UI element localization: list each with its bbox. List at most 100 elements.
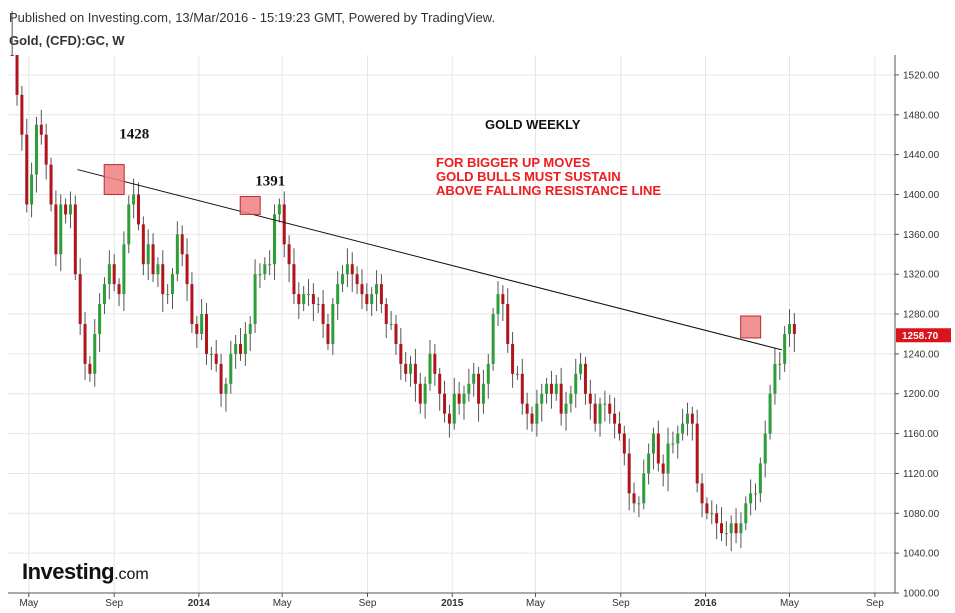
- candle-up: [685, 413, 689, 424]
- published-info: Published on Investing.com, 13/Mar/2016 …: [9, 10, 496, 25]
- y-tick-label: 1480.00: [903, 110, 940, 121]
- candle-down: [549, 383, 553, 394]
- candle-down: [73, 204, 77, 275]
- y-tick-label: 1160.00: [903, 429, 939, 440]
- candle-down: [588, 393, 592, 404]
- y-tick-label: 1040.00: [903, 549, 940, 560]
- candle-down: [719, 523, 723, 534]
- candle-up: [452, 393, 456, 424]
- candle-down: [501, 294, 505, 305]
- candle-down: [433, 353, 437, 374]
- candle-down: [447, 413, 451, 424]
- candle-up: [569, 393, 573, 404]
- investing-logo: Investing.com: [22, 559, 149, 585]
- candle-up: [467, 383, 471, 394]
- candle-down: [190, 284, 194, 324]
- candle-down: [530, 413, 534, 424]
- y-tick-label: 1240.00: [903, 349, 940, 360]
- candle-down: [622, 433, 626, 454]
- candle-down: [161, 264, 165, 295]
- candle-down: [151, 244, 155, 275]
- candle-down: [20, 94, 24, 135]
- candle-down: [214, 353, 218, 364]
- candles: [10, 11, 796, 552]
- candle-up: [778, 363, 782, 365]
- candle-up: [564, 403, 568, 414]
- candle-up: [166, 294, 170, 296]
- candle-up: [753, 493, 757, 495]
- y-tick-label: 1200.00: [903, 389, 940, 400]
- highlight-box: [103, 164, 125, 195]
- candle-up: [515, 373, 519, 375]
- candle-down: [44, 134, 48, 165]
- candle-down: [195, 324, 199, 334]
- candle-up: [651, 433, 655, 454]
- candle-up: [428, 353, 432, 384]
- candle-down: [399, 343, 403, 364]
- candle-down: [10, 55, 14, 56]
- candle-up: [107, 264, 111, 285]
- candle-down: [700, 483, 704, 504]
- candle-up: [263, 264, 267, 275]
- candle-down: [418, 383, 422, 404]
- x-tick-label: May: [19, 598, 38, 609]
- candle-up: [127, 204, 131, 245]
- candle-down: [49, 164, 53, 205]
- candle-down: [394, 324, 398, 344]
- candle-up: [579, 363, 583, 374]
- candle-down: [204, 314, 208, 354]
- candle-down: [379, 284, 383, 305]
- candle-up: [375, 284, 379, 295]
- candle-down: [219, 363, 223, 394]
- candle-down: [141, 224, 145, 265]
- candle-up: [258, 274, 262, 276]
- candle-down: [185, 254, 189, 285]
- candle-up: [102, 284, 106, 305]
- candle-down: [477, 373, 481, 404]
- candle-down: [83, 324, 87, 364]
- candle-up: [93, 333, 97, 374]
- candle-down: [525, 403, 529, 414]
- annotation-label: 1428: [119, 127, 149, 143]
- y-tick-label: 1320.00: [903, 270, 940, 281]
- candle-up: [773, 363, 777, 394]
- y-tick-label: 1120.00: [903, 469, 939, 480]
- candle-down: [64, 204, 68, 215]
- x-tick-label: Sep: [105, 598, 123, 609]
- candle-down: [326, 324, 330, 344]
- candle-down: [360, 284, 364, 295]
- candle-down: [321, 304, 325, 324]
- candle-up: [316, 304, 320, 306]
- candle-up: [758, 463, 762, 494]
- candle-up: [763, 433, 767, 464]
- candle-up: [229, 353, 233, 384]
- candle-down: [287, 244, 291, 265]
- candle-up: [224, 383, 228, 394]
- candle-down: [443, 393, 447, 414]
- candle-down: [661, 463, 665, 474]
- candle-down: [239, 343, 243, 354]
- highlight-box: [239, 195, 261, 215]
- candle-up: [336, 284, 340, 305]
- candle-up: [389, 324, 393, 325]
- candle-up: [724, 533, 728, 535]
- candle-down: [78, 274, 82, 324]
- candle-down: [39, 124, 43, 135]
- logo-domain: .com: [114, 566, 149, 583]
- candle-up: [302, 294, 306, 305]
- candle-up: [277, 204, 281, 215]
- last-price-label: 1258.70: [902, 331, 939, 342]
- candle-up: [146, 244, 150, 265]
- candle-up: [642, 473, 646, 504]
- candle-up: [122, 244, 126, 295]
- candle-down: [506, 304, 510, 344]
- candle-up: [545, 383, 549, 394]
- logo-wordmark: Investing: [22, 559, 115, 584]
- x-tick-label: Sep: [866, 598, 884, 609]
- candle-down: [593, 403, 597, 424]
- last-price-tag: [896, 328, 951, 343]
- candle-down: [15, 55, 19, 95]
- candle-up: [156, 264, 160, 275]
- candle-up: [637, 503, 641, 505]
